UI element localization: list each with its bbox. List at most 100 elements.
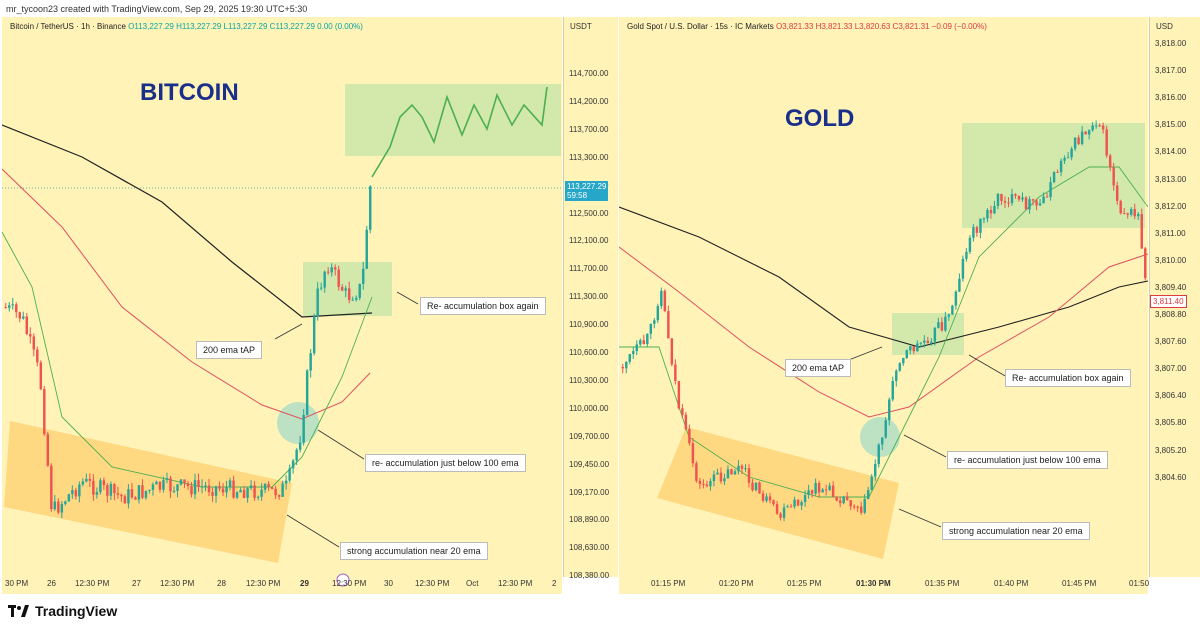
gold-chart[interactable]: Gold Spot / U.S. Dollar · 15s · IC Marke…: [619, 17, 1148, 594]
candle-body: [866, 490, 870, 500]
tradingview-logo: TradingView: [8, 603, 117, 619]
candle-body: [845, 496, 849, 501]
candle-body: [211, 492, 214, 496]
candle-body: [64, 501, 67, 505]
candle-body: [838, 500, 842, 504]
candle-body: [824, 489, 828, 491]
bitcoin-price-axis[interactable]: USDT 114,700.00 114,200.00 113,700.00 113,3…: [563, 17, 618, 580]
candle-body: [979, 218, 982, 233]
candle-body: [859, 506, 863, 513]
candle-body: [274, 488, 277, 496]
candle-body: [165, 478, 169, 480]
candle-body: [102, 480, 106, 486]
candle-body: [1042, 196, 1045, 204]
candle-body: [60, 504, 64, 513]
price-tick-label: 112,500.00: [569, 208, 609, 218]
price-tick-label: 111,700.00: [569, 264, 608, 274]
price-tick-label: 3,812.00: [1155, 201, 1187, 211]
candle-body: [29, 334, 32, 337]
bitcoin-chart[interactable]: Bitcoin / TetherUS · 1h · Binance O113,2…: [2, 17, 562, 594]
candle-body: [1080, 131, 1084, 144]
ohlc-open: O3,821.33: [775, 22, 814, 31]
candle-body: [765, 496, 768, 501]
candle-body: [362, 268, 365, 284]
candle-body: [92, 480, 95, 495]
candle-body: [1049, 182, 1052, 197]
candle-body: [172, 490, 176, 492]
candle-body: [779, 513, 782, 518]
candle-body: [628, 354, 631, 362]
candle-body: [1126, 213, 1129, 215]
candle-body: [940, 322, 944, 331]
ema-touch-circle: [860, 417, 900, 457]
bitcoin-plot[interactable]: [2, 17, 562, 594]
candle-body: [1017, 195, 1021, 200]
candle-body: [1063, 157, 1066, 161]
time-tick-label: 01:15 PM: [651, 579, 686, 588]
candle-body: [1105, 129, 1108, 156]
candle-body: [67, 494, 71, 502]
candle-body: [295, 449, 298, 461]
time-tick-label: Oct: [466, 579, 479, 588]
price-tick-label: 3,805.80: [1155, 418, 1187, 428]
price-tick-label: 3,818.00: [1155, 39, 1187, 48]
price-tick-label: 3,806.40: [1155, 391, 1187, 401]
candle-body: [340, 286, 344, 291]
time-tick-label: 29: [300, 579, 309, 588]
candles: [4, 185, 372, 519]
candle-body: [961, 258, 965, 279]
candle-body: [898, 363, 902, 371]
candle-body: [709, 481, 712, 487]
candle-body: [253, 485, 256, 498]
candle-body: [982, 218, 986, 220]
gold-legend: Gold Spot / U.S. Dollar · 15s · IC Marke…: [627, 22, 987, 31]
candle-body: [232, 480, 235, 498]
candle-body: [50, 465, 53, 510]
candle-body: [916, 343, 919, 352]
ema200-line: [619, 206, 1148, 348]
candle-body: [305, 370, 309, 415]
candle-body: [106, 485, 109, 496]
candle-body: [1007, 202, 1010, 204]
candle-body: [803, 495, 807, 503]
last-price-tag: 113,227.29 59:58: [565, 181, 609, 201]
candle-body: [326, 271, 330, 273]
candle-body: [1119, 200, 1122, 214]
candle-body: [926, 340, 930, 344]
candle-body: [358, 283, 361, 298]
candle-body: [78, 484, 81, 497]
candle-body: [646, 333, 649, 345]
time-tick-label: 12:30 PM: [160, 579, 195, 588]
candle-body: [1021, 197, 1024, 200]
ema-touch-circle: [277, 402, 319, 444]
candle-body: [800, 502, 803, 506]
candle-body: [298, 442, 302, 450]
candle-body: [786, 506, 789, 508]
ohlc-change: 0.00 (0.00%): [317, 22, 363, 31]
gold-plot[interactable]: [619, 17, 1148, 594]
candle-body: [653, 320, 656, 324]
candle-body: [330, 267, 333, 273]
time-tick-label: 01:30 PM: [856, 579, 891, 588]
time-tick-label: 2: [552, 579, 557, 588]
price-tick-label: 112,100.00: [569, 236, 609, 246]
candle-body: [719, 472, 723, 482]
candle-body: [1091, 125, 1094, 131]
candle-body: [842, 496, 845, 504]
candle-body: [46, 434, 50, 466]
candle-body: [130, 489, 134, 498]
candle-body: [758, 482, 761, 494]
price-tick-label: 3,807.60: [1155, 337, 1187, 347]
candle-body: [909, 346, 912, 351]
candle-body: [316, 288, 319, 317]
annotation-reaccum-box: Re- accumulation box again: [1005, 369, 1131, 387]
bitcoin-legend: Bitcoin / TetherUS · 1h · Binance O113,2…: [10, 22, 363, 31]
price-tick-label: 108,890.00: [569, 515, 610, 525]
candle-body: [81, 481, 85, 485]
candle-body: [11, 304, 14, 306]
candle-body: [751, 482, 754, 491]
candle-body: [186, 483, 190, 486]
candle-body: [148, 489, 151, 491]
price-tick-label: 110,600.00: [569, 348, 609, 357]
candle-body: [39, 362, 43, 390]
